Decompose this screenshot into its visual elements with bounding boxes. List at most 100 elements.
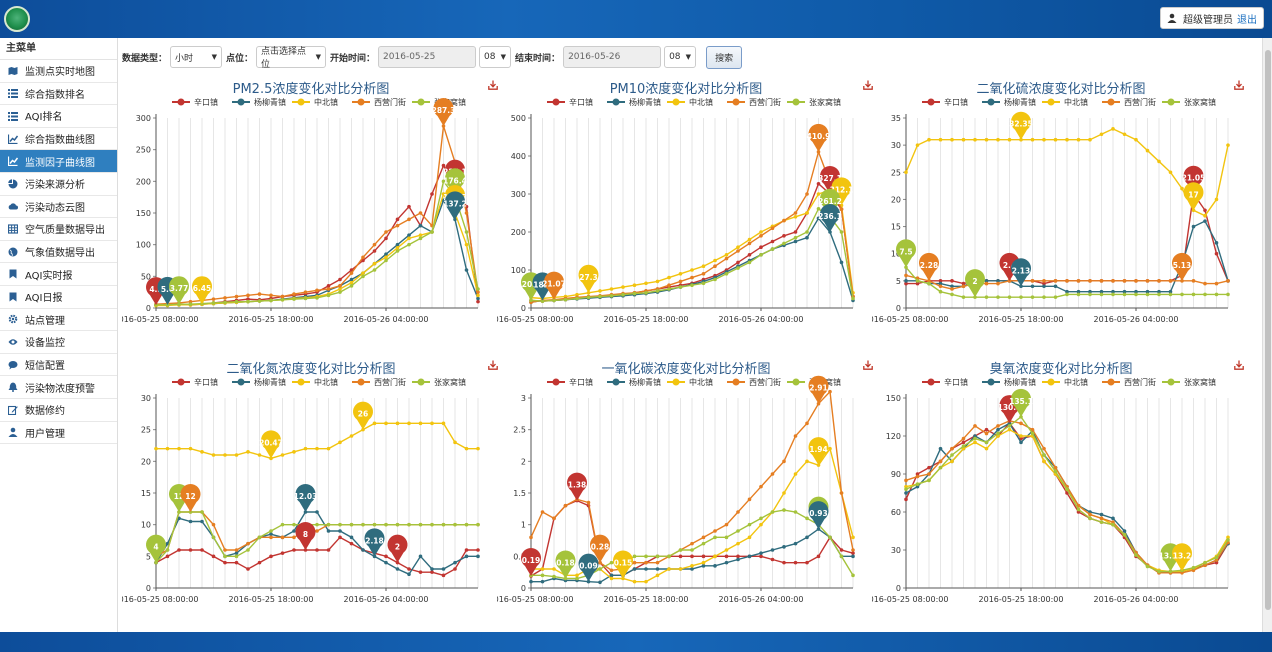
data-point[interactable] (678, 279, 683, 284)
data-point[interactable] (1226, 143, 1230, 147)
data-point[interactable] (915, 484, 920, 489)
data-type-select[interactable]: 小时 ▼ (170, 46, 223, 68)
data-point[interactable] (1099, 512, 1104, 517)
data-point[interactable] (1226, 292, 1230, 297)
data-point[interactable] (598, 294, 602, 299)
data-point[interactable] (973, 434, 977, 438)
data-point[interactable] (1111, 520, 1115, 524)
data-point[interactable] (246, 297, 250, 301)
data-point[interactable] (973, 137, 977, 142)
data-point[interactable] (724, 560, 729, 565)
data-point[interactable] (793, 560, 798, 565)
data-point[interactable] (701, 541, 706, 546)
data-point[interactable] (770, 247, 775, 251)
data-point[interactable] (667, 554, 671, 559)
data-point[interactable] (1076, 137, 1081, 142)
data-point[interactable] (165, 446, 170, 451)
data-point[interactable] (724, 535, 729, 540)
data-point[interactable] (1030, 137, 1035, 142)
data-point[interactable] (234, 554, 239, 559)
end-date-input[interactable]: 2016-05-26 (563, 46, 662, 68)
data-point[interactable] (211, 535, 216, 540)
data-point[interactable] (724, 272, 729, 276)
data-point[interactable] (529, 579, 533, 584)
data-point[interactable] (165, 548, 170, 552)
data-point[interactable] (724, 253, 729, 257)
data-point[interactable] (724, 256, 729, 261)
data-point[interactable] (280, 453, 285, 457)
data-point[interactable] (586, 579, 591, 584)
marker-pin[interactable]: 12.03 (294, 484, 318, 512)
data-point[interactable] (257, 560, 262, 565)
data-point[interactable] (315, 522, 319, 527)
data-point[interactable] (1019, 440, 1023, 445)
data-point[interactable] (361, 522, 365, 527)
data-point[interactable] (793, 541, 798, 546)
data-point[interactable] (644, 567, 648, 571)
data-point[interactable] (1226, 538, 1230, 542)
data-point[interactable] (407, 522, 411, 527)
data-point[interactable] (395, 242, 400, 247)
data-point[interactable] (1214, 281, 1219, 286)
data-point[interactable] (234, 560, 239, 565)
data-point[interactable] (839, 230, 844, 234)
data-point[interactable] (418, 236, 423, 241)
data-point[interactable] (1203, 563, 1207, 567)
data-point[interactable] (441, 567, 446, 571)
data-point[interactable] (246, 293, 250, 298)
data-point[interactable] (1214, 251, 1219, 256)
data-point[interactable] (1099, 132, 1104, 137)
legend-item[interactable]: 中北镇 (1042, 97, 1088, 107)
data-point[interactable] (839, 554, 844, 559)
marker-pin[interactable]: 26 (353, 401, 374, 430)
data-point[interactable] (1030, 279, 1035, 283)
data-point[interactable] (701, 281, 706, 286)
data-point[interactable] (476, 299, 480, 304)
data-point[interactable] (915, 472, 920, 476)
data-point[interactable] (269, 293, 273, 298)
data-point[interactable] (177, 302, 181, 306)
data-point[interactable] (793, 211, 798, 215)
data-point[interactable] (257, 535, 262, 540)
legend-item[interactable]: 张家窝镇 (787, 97, 841, 107)
data-point[interactable] (1099, 520, 1104, 524)
data-point[interactable] (1042, 137, 1046, 142)
data-point[interactable] (782, 560, 786, 565)
data-point[interactable] (904, 281, 908, 286)
data-point[interactable] (632, 291, 637, 296)
data-point[interactable] (984, 137, 989, 142)
data-point[interactable] (1019, 415, 1023, 419)
data-point[interactable] (927, 137, 931, 142)
data-point[interactable] (234, 299, 239, 304)
data-point[interactable] (816, 206, 821, 211)
sidebar-item-6[interactable]: 污染动态云图 (0, 196, 117, 219)
data-point[interactable] (1111, 127, 1115, 131)
data-point[interactable] (904, 491, 908, 495)
data-point[interactable] (1214, 292, 1219, 297)
data-point[interactable] (1203, 219, 1207, 223)
legend-item[interactable]: 张家窝镇 (412, 377, 466, 387)
download-icon[interactable] (1234, 360, 1244, 370)
data-point[interactable] (1145, 564, 1150, 569)
data-point[interactable] (759, 234, 763, 238)
data-point[interactable] (372, 249, 377, 253)
data-point[interactable] (950, 287, 954, 291)
sidebar-item-14[interactable]: 污染物浓度预警 (0, 376, 117, 399)
data-point[interactable] (805, 535, 809, 540)
data-point[interactable] (1134, 289, 1138, 294)
data-point[interactable] (200, 519, 204, 524)
data-point[interactable] (338, 284, 342, 288)
data-point[interactable] (996, 279, 1000, 283)
data-point[interactable] (540, 510, 545, 514)
marker-pin[interactable]: 2.18 (364, 528, 385, 557)
data-point[interactable] (598, 560, 602, 565)
data-point[interactable] (1019, 436, 1023, 441)
data-point[interactable] (1030, 295, 1035, 299)
sidebar-item-12[interactable]: 设备监控 (0, 331, 117, 354)
data-point[interactable] (793, 239, 798, 244)
data-point[interactable] (257, 453, 262, 457)
data-point[interactable] (1180, 292, 1184, 297)
data-point[interactable] (782, 508, 786, 512)
data-point[interactable] (211, 554, 216, 559)
data-point[interactable] (177, 446, 181, 451)
